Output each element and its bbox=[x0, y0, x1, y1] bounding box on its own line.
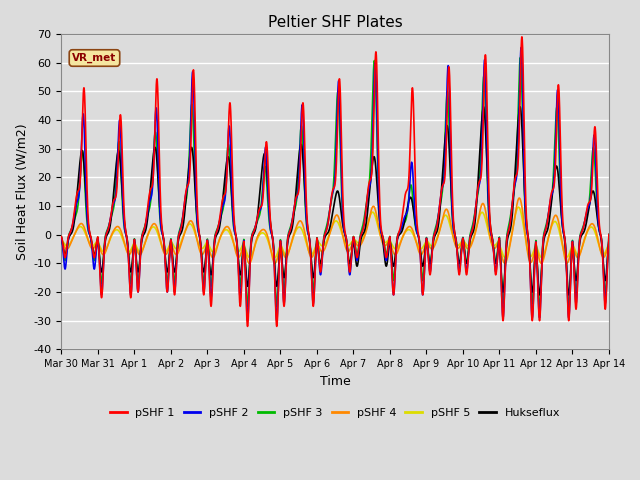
pSHF 5 bbox=[552, 219, 560, 225]
pSHF 3 bbox=[268, 230, 275, 236]
pSHF 5 bbox=[58, 237, 65, 242]
pSHF 4 bbox=[58, 238, 65, 243]
Line: pSHF 2: pSHF 2 bbox=[61, 48, 609, 321]
pSHF 5 bbox=[246, 255, 253, 261]
pSHF 2 bbox=[273, 318, 280, 324]
pSHF 4 bbox=[605, 232, 612, 238]
pSHF 2 bbox=[552, 124, 560, 130]
pSHF 4 bbox=[576, 252, 584, 257]
pSHF 2 bbox=[400, 216, 408, 221]
pSHF 2 bbox=[268, 229, 275, 235]
Text: VR_met: VR_met bbox=[72, 53, 116, 63]
Line: pSHF 3: pSHF 3 bbox=[61, 58, 609, 309]
pSHF 4 bbox=[515, 195, 523, 201]
Hukseflux bbox=[58, 236, 65, 241]
pSHF 4 bbox=[123, 249, 131, 254]
X-axis label: Time: Time bbox=[320, 374, 351, 388]
pSHF 1 bbox=[555, 82, 563, 88]
pSHF 5 bbox=[515, 204, 522, 210]
pSHF 1 bbox=[576, 235, 584, 240]
pSHF 3 bbox=[552, 115, 559, 120]
pSHF 4 bbox=[552, 213, 560, 218]
pSHF 4 bbox=[268, 249, 275, 255]
pSHF 5 bbox=[555, 226, 563, 231]
Hukseflux bbox=[268, 225, 275, 231]
pSHF 2 bbox=[58, 235, 65, 240]
pSHF 2 bbox=[517, 45, 525, 50]
Y-axis label: Soil Heat Flux (W/m2): Soil Heat Flux (W/m2) bbox=[15, 123, 28, 260]
pSHF 5 bbox=[400, 231, 408, 237]
Hukseflux bbox=[536, 292, 543, 298]
Hukseflux bbox=[555, 175, 563, 181]
Line: pSHF 5: pSHF 5 bbox=[61, 207, 609, 258]
pSHF 3 bbox=[565, 306, 573, 312]
pSHF 1 bbox=[244, 324, 252, 329]
pSHF 4 bbox=[246, 261, 253, 266]
pSHF 1 bbox=[552, 147, 560, 153]
pSHF 5 bbox=[605, 232, 612, 238]
pSHF 3 bbox=[123, 234, 131, 240]
pSHF 1 bbox=[268, 226, 275, 232]
Line: pSHF 1: pSHF 1 bbox=[61, 37, 609, 326]
pSHF 1 bbox=[123, 235, 131, 240]
Hukseflux bbox=[576, 238, 584, 244]
pSHF 1 bbox=[605, 232, 612, 238]
pSHF 2 bbox=[123, 235, 131, 241]
Legend: pSHF 1, pSHF 2, pSHF 3, pSHF 4, pSHF 5, Hukseflux: pSHF 1, pSHF 2, pSHF 3, pSHF 4, pSHF 5, … bbox=[106, 404, 564, 423]
pSHF 4 bbox=[555, 218, 563, 224]
Hukseflux bbox=[552, 164, 560, 170]
pSHF 1 bbox=[58, 234, 65, 240]
Hukseflux bbox=[480, 104, 488, 109]
pSHF 2 bbox=[555, 98, 563, 104]
pSHF 3 bbox=[516, 55, 524, 60]
Line: Hukseflux: Hukseflux bbox=[61, 107, 609, 295]
pSHF 2 bbox=[605, 232, 612, 238]
Title: Peltier SHF Plates: Peltier SHF Plates bbox=[268, 15, 403, 30]
pSHF 2 bbox=[576, 234, 584, 240]
Hukseflux bbox=[605, 232, 612, 238]
pSHF 1 bbox=[518, 34, 525, 40]
Line: pSHF 4: pSHF 4 bbox=[61, 198, 609, 264]
pSHF 1 bbox=[400, 199, 408, 204]
pSHF 5 bbox=[123, 247, 131, 253]
Hukseflux bbox=[123, 236, 131, 241]
pSHF 4 bbox=[400, 231, 408, 237]
pSHF 3 bbox=[58, 234, 65, 240]
pSHF 3 bbox=[605, 232, 612, 238]
Hukseflux bbox=[400, 221, 408, 227]
pSHF 5 bbox=[268, 249, 275, 254]
pSHF 3 bbox=[400, 221, 408, 227]
pSHF 3 bbox=[554, 127, 562, 132]
pSHF 3 bbox=[576, 233, 584, 239]
pSHF 5 bbox=[576, 250, 584, 256]
